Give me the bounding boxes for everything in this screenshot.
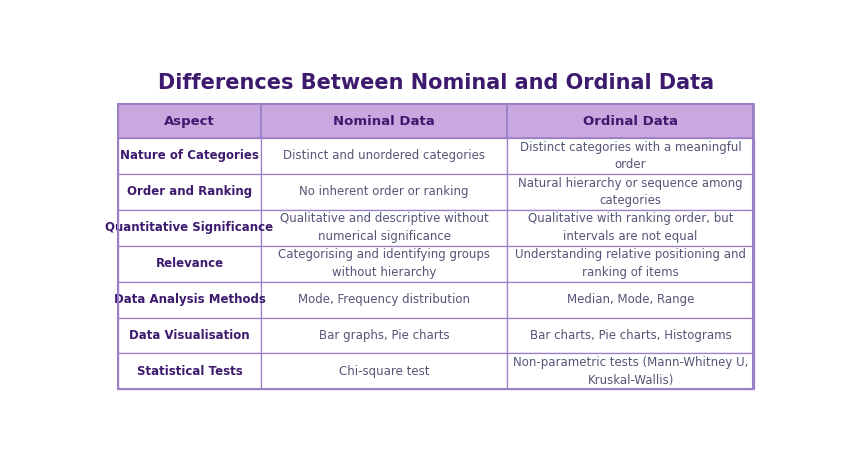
Text: Ordinal Data: Ordinal Data (583, 115, 678, 127)
Text: Relevance: Relevance (156, 257, 224, 270)
Bar (507, 210, 754, 246)
Bar (261, 138, 507, 174)
Bar (118, 282, 261, 318)
Bar (118, 104, 753, 389)
Text: Nominal Data: Nominal Data (333, 115, 435, 127)
Bar (118, 138, 261, 174)
Bar (118, 246, 261, 282)
Text: Quantitative Significance: Quantitative Significance (105, 221, 274, 234)
Bar (261, 210, 507, 246)
Text: Qualitative and descriptive without
numerical significance: Qualitative and descriptive without nume… (280, 212, 489, 243)
Text: Chi-square test: Chi-square test (339, 365, 429, 378)
Bar (261, 246, 507, 282)
Text: Order and Ranking: Order and Ranking (127, 185, 252, 198)
Text: Median, Mode, Range: Median, Mode, Range (567, 293, 694, 306)
Text: Distinct categories with a meaningful
order: Distinct categories with a meaningful or… (519, 140, 741, 171)
Text: Natural hierarchy or sequence among
categories: Natural hierarchy or sequence among cate… (518, 176, 743, 207)
Bar (261, 354, 507, 389)
Text: Qualitative with ranking order, but
intervals are not equal: Qualitative with ranking order, but inte… (528, 212, 734, 243)
Bar (118, 318, 261, 354)
Text: Nature of Categories: Nature of Categories (120, 149, 259, 162)
Text: Bar graphs, Pie charts: Bar graphs, Pie charts (319, 329, 450, 342)
Text: Differences Between Nominal and Ordinal Data: Differences Between Nominal and Ordinal … (157, 73, 714, 93)
Bar (118, 210, 261, 246)
Text: No inherent order or ranking: No inherent order or ranking (299, 185, 469, 198)
Text: Aspect: Aspect (164, 115, 215, 127)
Bar (118, 354, 261, 389)
Text: Non-parametric tests (Mann-Whitney U,
Kruskal-Wallis): Non-parametric tests (Mann-Whitney U, Kr… (513, 356, 748, 387)
Text: Data Visualisation: Data Visualisation (129, 329, 250, 342)
Bar (261, 282, 507, 318)
Bar (507, 354, 754, 389)
Text: Bar charts, Pie charts, Histograms: Bar charts, Pie charts, Histograms (530, 329, 732, 342)
Bar (507, 282, 754, 318)
Text: Statistical Tests: Statistical Tests (137, 365, 242, 378)
Text: Mode, Frequency distribution: Mode, Frequency distribution (298, 293, 470, 306)
Text: Categorising and identifying groups
without hierarchy: Categorising and identifying groups with… (278, 248, 490, 279)
Bar (507, 174, 754, 210)
Bar (507, 318, 754, 354)
Text: Understanding relative positioning and
ranking of items: Understanding relative positioning and r… (515, 248, 746, 279)
Text: Distinct and unordered categories: Distinct and unordered categories (283, 149, 485, 162)
Bar (261, 104, 507, 138)
Bar (118, 104, 261, 138)
Bar (507, 246, 754, 282)
Bar (261, 318, 507, 354)
Text: Data Analysis Methods: Data Analysis Methods (114, 293, 265, 306)
Bar (507, 138, 754, 174)
Bar (261, 174, 507, 210)
Bar (118, 174, 261, 210)
Bar (507, 104, 754, 138)
